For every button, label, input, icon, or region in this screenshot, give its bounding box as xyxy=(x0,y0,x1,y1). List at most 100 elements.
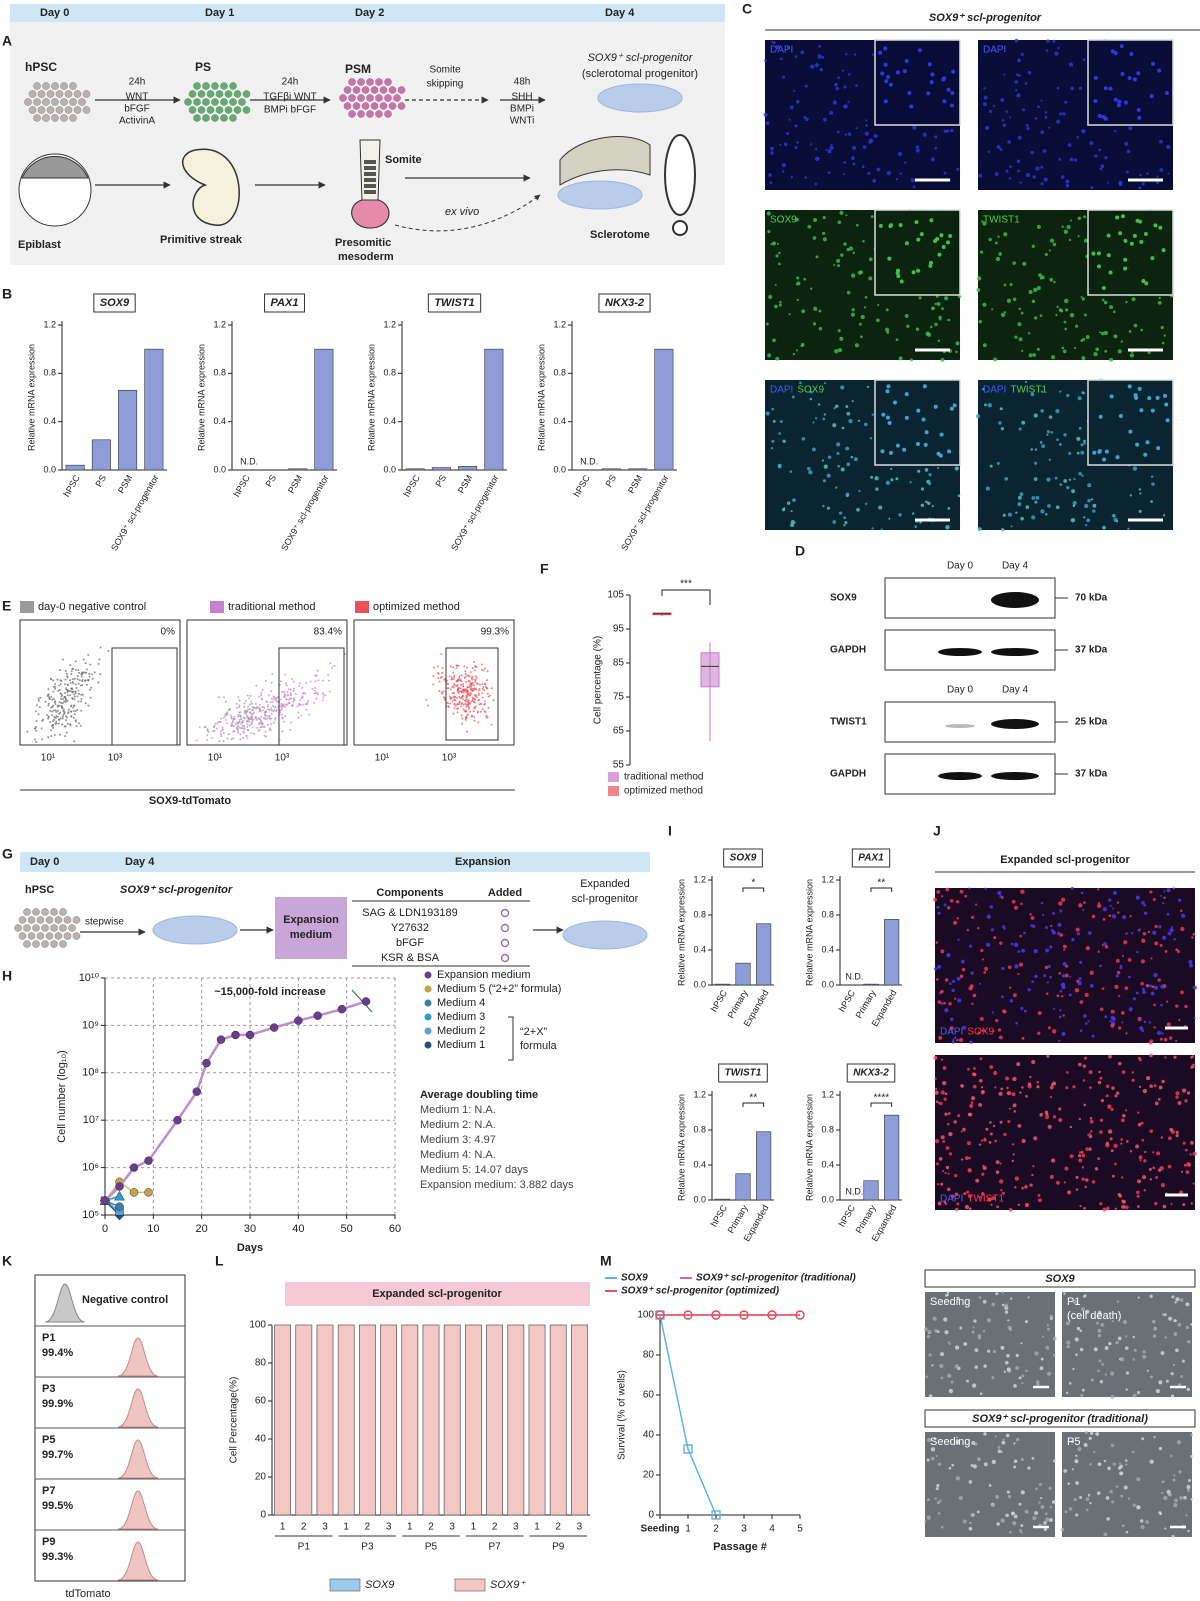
event xyxy=(475,676,478,679)
nucleus xyxy=(835,86,839,91)
nucleus xyxy=(1035,496,1040,500)
nucleus xyxy=(796,349,799,352)
nucleus xyxy=(1080,1393,1084,1397)
passage-label: P9 xyxy=(42,1536,55,1548)
event xyxy=(50,706,53,709)
nucleus xyxy=(1056,931,1061,936)
nucleus xyxy=(1117,1192,1122,1197)
nucleus xyxy=(1103,300,1108,305)
nucleus xyxy=(1018,1376,1022,1380)
nucleus xyxy=(1129,915,1132,918)
nucleus xyxy=(957,938,960,942)
nucleus xyxy=(854,343,860,348)
nucleus xyxy=(1056,86,1060,90)
nucleus xyxy=(823,413,826,416)
event xyxy=(467,691,470,694)
nucleus xyxy=(1171,1534,1175,1538)
nucleus xyxy=(1044,252,1048,257)
event xyxy=(234,723,237,726)
event xyxy=(253,732,256,735)
event xyxy=(465,717,468,720)
nucleus xyxy=(935,1487,939,1491)
nucleus xyxy=(946,1293,950,1297)
passage-percentage: 99.3% xyxy=(42,1551,73,1563)
cell xyxy=(361,102,370,110)
cell xyxy=(384,110,392,118)
event xyxy=(244,712,247,715)
nucleus xyxy=(1049,1505,1053,1509)
cell xyxy=(63,932,72,940)
event xyxy=(246,728,249,731)
stain-label: DAPI xyxy=(983,45,1006,56)
nucleus xyxy=(1046,1371,1052,1376)
event xyxy=(207,730,210,733)
label: Somite xyxy=(429,65,461,76)
event xyxy=(50,734,53,737)
nucleus xyxy=(1137,386,1142,391)
nucleus xyxy=(967,1067,970,1071)
event xyxy=(461,717,464,720)
nucleus xyxy=(1186,1488,1190,1492)
nucleus xyxy=(983,95,988,100)
cell xyxy=(352,102,361,110)
event xyxy=(206,729,209,732)
nucleus xyxy=(1108,1054,1112,1059)
event xyxy=(52,685,55,688)
nucleus xyxy=(1112,907,1115,910)
nucleus xyxy=(964,1204,970,1210)
event xyxy=(466,730,469,733)
nucleus xyxy=(1095,1321,1099,1325)
nucleus xyxy=(1000,1087,1004,1091)
data-point xyxy=(313,1011,322,1020)
nucleus xyxy=(804,84,808,88)
nucleus xyxy=(1169,928,1174,933)
event xyxy=(220,717,223,720)
nucleus xyxy=(1097,1316,1100,1320)
nucleus xyxy=(1020,1342,1023,1345)
nucleus xyxy=(935,1100,939,1103)
nucleus xyxy=(995,1160,1000,1165)
nucleus xyxy=(1166,1489,1171,1495)
nucleus xyxy=(1184,1099,1188,1103)
nucleus xyxy=(933,238,938,243)
cell xyxy=(193,114,201,122)
event xyxy=(50,729,53,732)
nucleus xyxy=(969,1040,973,1044)
size-label: 37 kDa xyxy=(1075,645,1108,656)
nucleus xyxy=(942,1066,947,1070)
bar xyxy=(528,1324,546,1516)
event xyxy=(273,696,276,699)
nucleus xyxy=(1063,229,1069,234)
data-point xyxy=(655,1310,665,1320)
event xyxy=(222,740,225,743)
event xyxy=(81,678,84,681)
event xyxy=(69,694,72,697)
nucleus xyxy=(1166,912,1170,916)
x-tick-label: 20 xyxy=(196,1223,208,1235)
legend-label: SOX9⁺ xyxy=(490,1579,526,1591)
panel-letter: E xyxy=(2,598,11,614)
nucleus xyxy=(931,505,934,508)
event xyxy=(460,674,463,677)
event xyxy=(225,719,228,722)
inset xyxy=(874,39,961,126)
y-axis-label: Cell percentage (%) xyxy=(593,636,604,724)
x-tick-label: SOX9⁺ scl-progenitor xyxy=(279,473,331,552)
event xyxy=(316,669,319,672)
nucleus xyxy=(1165,418,1170,423)
nucleus xyxy=(1189,1153,1192,1156)
y-tick-label: 0.8 xyxy=(213,368,226,378)
nucleus xyxy=(1088,1147,1092,1151)
x-tick-label: 2 xyxy=(365,1522,371,1533)
label: PS xyxy=(195,60,211,74)
nucleus xyxy=(1079,960,1083,964)
y-tick-label: 0.8 xyxy=(383,368,396,378)
event xyxy=(485,714,488,717)
inset xyxy=(1087,379,1174,466)
nucleus xyxy=(1143,1020,1147,1024)
event xyxy=(451,678,454,681)
event xyxy=(235,706,238,709)
nucleus xyxy=(918,296,922,300)
label: WNT xyxy=(126,92,149,103)
nucleus xyxy=(836,442,841,447)
